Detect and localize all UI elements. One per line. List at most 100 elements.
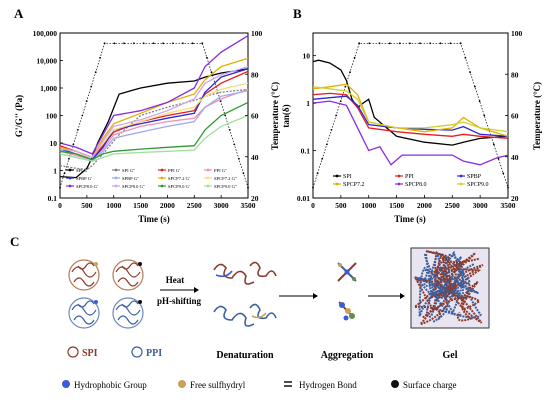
chartA-xtick-label: 2000: [160, 201, 175, 210]
chartB-y2tick-label: 20: [511, 194, 519, 203]
gel-strand: [422, 281, 482, 322]
chartA-ytick-label: 1,000: [40, 84, 57, 93]
chartB-xtick-label: 3500: [501, 201, 516, 210]
chartB-legend-label: SPCP9.0: [467, 182, 489, 188]
key-hydrophobic-label: Hydrophobic Group: [74, 380, 147, 390]
chartA-legend-label: PPI G': [168, 168, 180, 173]
chartB-temperature-point: [344, 85, 347, 88]
chart-b-xlabel: Time (s): [394, 214, 426, 224]
chartB-temperature-point: [353, 56, 356, 59]
chartB-legend-label: SPCP8.0: [405, 182, 427, 188]
chartA-legend-label: PPI G'': [214, 168, 227, 173]
chartA-xtick-label: 0: [58, 201, 62, 210]
spi-label: SPI: [82, 348, 98, 359]
chartB-y2tick-label: 60: [511, 112, 519, 121]
chartA-temperature-point: [233, 143, 236, 146]
chartA-ytick-label: 100: [46, 112, 58, 121]
chartA-temperature-point: [68, 157, 70, 160]
chartB-temperature-point: [378, 42, 381, 45]
chartB-series-line: [312, 59, 509, 146]
chartB-legend-label: PPI: [405, 174, 414, 180]
chartA-temperature-point: [210, 71, 213, 74]
chartB-series-line: [312, 86, 509, 133]
chart-a-y2label: Temperature (°C): [270, 82, 280, 150]
chartA-series-line: [59, 88, 249, 161]
ppi-coil-2: [112, 297, 144, 329]
chartA-temperature-point: [76, 129, 79, 131]
chartA-temperature-point: [142, 42, 145, 45]
chartA-temperature-point: [181, 42, 184, 45]
chartA-ytick-label: 0.1: [48, 194, 58, 203]
chartA-y2tick-label: 40: [251, 153, 259, 162]
spi-key-icon: [67, 346, 79, 358]
chartA-ytick-label: 1: [53, 167, 57, 176]
chartB-temperature-point: [388, 42, 391, 45]
chartB-temperature-point: [312, 186, 314, 189]
chartA-temperature-point: [247, 186, 249, 189]
chartA-temperature-point: [113, 42, 116, 45]
chartB-legend-label: SPBP: [467, 174, 482, 180]
chartA-temperature-point: [191, 42, 194, 45]
chartB-legend-marker: [397, 182, 401, 186]
chartA-temperature-point: [206, 56, 208, 59]
charge-dot: [138, 262, 142, 266]
chart-a-ylabel: G'/G'' (Pa): [14, 95, 24, 137]
spi-coil-1: [68, 259, 100, 291]
stage-gel: Gel: [443, 350, 458, 361]
chartB-ytick-label: 0.1: [301, 147, 311, 156]
chartA-legend-marker: [68, 176, 72, 180]
stage-denaturation: Denaturation: [216, 350, 274, 361]
chartB-temperature-point: [330, 129, 333, 131]
chartA-ytick-label: 100,000: [33, 29, 58, 38]
chartB-temperature-point: [335, 114, 337, 117]
chartB-xtick-label: 500: [335, 201, 347, 210]
chartA-temperature-point: [63, 172, 66, 175]
gel-strand: [430, 252, 480, 299]
gel-strand: [415, 255, 471, 299]
chartB-temperature-point: [368, 42, 371, 45]
gel-strand: [428, 252, 479, 296]
chartA-temperature-point: [90, 85, 93, 88]
chartB-temperature-point: [419, 42, 421, 45]
chartA-temperature-point: [133, 42, 135, 45]
chartA-legend-label: SPCP8.0 G'': [122, 184, 145, 189]
chartA-legend-label: SPCP9.0 G': [168, 184, 190, 189]
chartB-y2tick-label: 40: [511, 153, 519, 162]
chartA-temperature-point: [99, 56, 101, 59]
chartB-temperature-point: [507, 186, 509, 189]
stage-aggregation: Aggregation: [321, 350, 374, 361]
chartA-y2tick-label: 60: [251, 112, 259, 121]
chartA-legend-marker: [68, 184, 72, 188]
denatured-spi: [213, 261, 277, 285]
chartB-temperature-point: [459, 42, 462, 45]
chartB-temperature-point: [469, 71, 471, 74]
chartA-legend-marker: [68, 168, 72, 172]
panel-letter-c: C: [10, 234, 19, 249]
chartA-legend-label: SPCP7.2 G'': [214, 176, 237, 181]
chartB-xtick-label: 3000: [473, 201, 488, 210]
chartB-legend-marker: [397, 174, 401, 178]
key-surface-charge-dot: [391, 380, 399, 388]
gel-strand: [423, 266, 461, 318]
chartB-y2tick-label: 100: [511, 29, 523, 38]
chartA-series-line: [59, 65, 249, 159]
chartB-temperature-point: [409, 42, 411, 45]
step-arrow-2-head: [313, 293, 318, 299]
chartA-legend-label: SPCP9.0 G'': [214, 184, 237, 189]
chartB-ytick-label: 10: [303, 52, 311, 61]
panel-letter-a: A: [14, 6, 24, 21]
chartA-legend-marker: [206, 176, 210, 180]
chartA-legend-marker: [114, 184, 118, 188]
chartA-xtick-label: 3000: [214, 201, 229, 210]
gel-strand: [418, 252, 464, 317]
chartB-temperature-point: [483, 114, 486, 117]
chartB-series-line: [312, 92, 509, 140]
chartB-temperature-point: [321, 157, 324, 160]
chartA-legend-label: SPI G': [76, 168, 88, 173]
chartA-ytick-label: 10: [50, 139, 58, 148]
gel-strand: [427, 250, 482, 323]
chartA-temperature-point: [59, 186, 61, 189]
chartA-temperature-point: [85, 100, 88, 102]
charge-dot: [138, 300, 142, 304]
